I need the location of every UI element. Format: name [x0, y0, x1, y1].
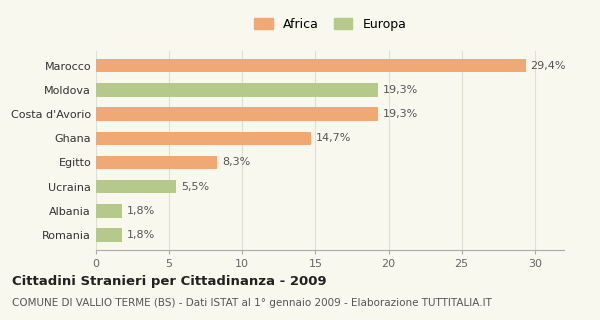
Bar: [96, 108, 378, 121]
Text: COMUNE DI VALLIO TERME (BS) - Dati ISTAT al 1° gennaio 2009 - Elaborazione TUTTI: COMUNE DI VALLIO TERME (BS) - Dati ISTAT…: [12, 298, 492, 308]
Bar: [96, 156, 217, 169]
Text: Cittadini Stranieri per Cittadinanza - 2009: Cittadini Stranieri per Cittadinanza - 2…: [12, 275, 326, 288]
Bar: [96, 228, 122, 242]
Text: 5,5%: 5,5%: [181, 182, 209, 192]
Text: 8,3%: 8,3%: [222, 157, 250, 167]
Text: 14,7%: 14,7%: [316, 133, 351, 143]
Text: 19,3%: 19,3%: [383, 109, 418, 119]
Bar: [96, 83, 378, 97]
Text: 19,3%: 19,3%: [383, 85, 418, 95]
Legend: Africa, Europa: Africa, Europa: [250, 14, 410, 34]
Bar: [96, 59, 526, 72]
Bar: [96, 204, 122, 218]
Bar: [96, 132, 311, 145]
Text: 1,8%: 1,8%: [127, 230, 155, 240]
Bar: [96, 180, 176, 193]
Text: 1,8%: 1,8%: [127, 206, 155, 216]
Text: 29,4%: 29,4%: [530, 61, 566, 71]
